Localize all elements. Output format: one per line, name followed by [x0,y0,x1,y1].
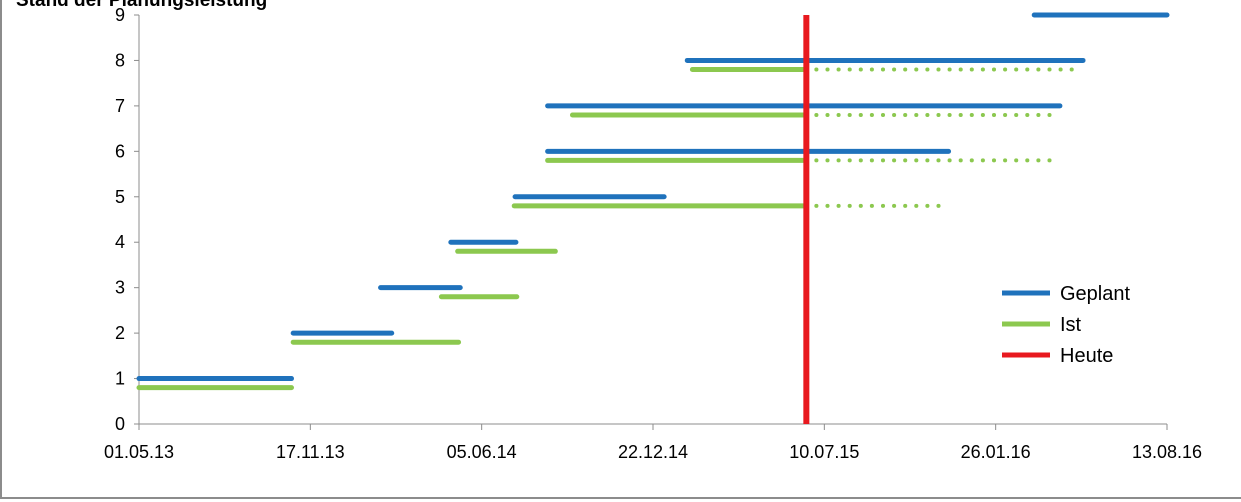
x-tick-label: 13.08.16 [1132,442,1202,462]
chart-title: Stand der Planungsleistung [16,0,268,11]
x-tick-label: 17.11.13 [276,442,345,462]
y-tick-label: 9 [115,5,125,25]
y-tick-label: 8 [115,50,125,70]
x-tick-label: 01.05.13 [104,442,174,462]
legend-label-geplant: Geplant [1060,283,1130,305]
y-tick-label: 0 [115,414,125,434]
x-tick-label: 26.01.16 [961,442,1031,462]
y-tick-label: 5 [115,187,125,207]
y-tick-label: 4 [115,232,125,252]
x-tick-label: 05.06.14 [447,442,517,462]
x-tick-label: 22.12.14 [618,442,688,462]
y-tick-label: 6 [115,141,125,161]
legend-label-heute: Heute [1060,345,1113,367]
y-tick-label: 2 [115,323,125,343]
legend-label-ist: Ist [1060,314,1082,336]
y-tick-label: 7 [115,96,125,116]
y-tick-label: 1 [115,369,125,389]
x-tick-label: 10.07.15 [789,442,859,462]
y-tick-label: 3 [115,278,125,298]
